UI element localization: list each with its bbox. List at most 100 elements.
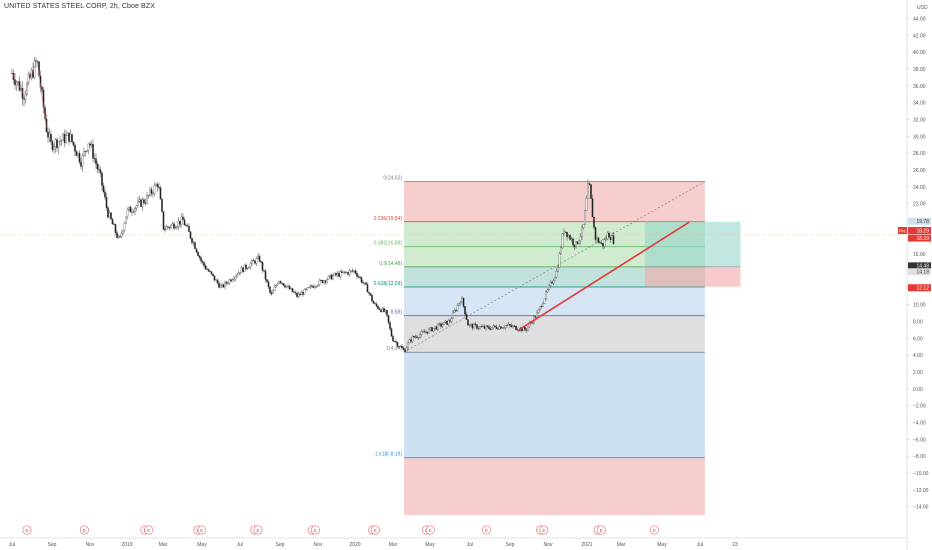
candle-body	[215, 279, 217, 281]
candle-body	[539, 306, 541, 310]
candle-body	[324, 280, 327, 283]
candle-body	[117, 236, 120, 238]
candle-body	[264, 270, 267, 280]
candle-body	[335, 272, 337, 276]
candle-body	[179, 220, 181, 225]
candle-body	[374, 303, 376, 305]
candle-body	[66, 132, 69, 136]
candle-body	[263, 270, 265, 272]
candle-body	[432, 328, 435, 332]
price-label: 14.18	[916, 270, 929, 276]
candle-body	[173, 223, 175, 229]
earnings-marker[interactable]	[22, 525, 32, 535]
candle-body	[146, 195, 148, 204]
candle-body	[261, 262, 264, 271]
candle-body	[351, 270, 354, 272]
candle-body	[567, 235, 570, 238]
position-target-zone[interactable]	[644, 221, 741, 267]
candle-body	[360, 277, 363, 283]
candle-body	[531, 322, 534, 324]
y-tick-label: 2.00	[913, 370, 923, 376]
candle-body	[255, 258, 258, 264]
candle-body	[342, 271, 345, 273]
candle-body	[63, 134, 66, 143]
candle-body	[437, 323, 439, 330]
candle-body	[575, 241, 577, 248]
candle-body	[336, 273, 339, 276]
earnings-marker[interactable]	[310, 525, 320, 535]
candle-body	[144, 202, 147, 204]
candle-body	[197, 251, 199, 257]
candle-body	[240, 267, 243, 274]
earnings-marker[interactable]	[481, 525, 491, 535]
x-tick-label: Sep	[506, 542, 515, 548]
candle-body	[99, 169, 102, 173]
candle-body	[294, 292, 297, 294]
candle-body	[398, 346, 400, 348]
candle-body	[225, 281, 228, 284]
candle-body	[320, 279, 322, 281]
candle-body	[299, 293, 301, 296]
y-tick-label: −12.00	[913, 488, 929, 494]
price-label-bg	[908, 217, 931, 225]
candle-body	[405, 347, 408, 352]
candle-body	[605, 238, 607, 240]
candle-body	[111, 219, 114, 225]
candle-body	[210, 271, 213, 275]
candle-body	[540, 306, 543, 308]
earnings-marker[interactable]	[144, 525, 154, 535]
candle-body	[354, 270, 357, 274]
candle-body	[107, 207, 109, 218]
earnings-marker[interactable]	[197, 525, 207, 535]
candle-body	[408, 339, 411, 344]
fib-level-label: 0.236(19.84)	[374, 216, 403, 222]
candle-body	[474, 323, 477, 325]
candle-body	[209, 271, 211, 273]
y-tick-label: 10.00	[913, 303, 926, 309]
candle-body	[81, 155, 84, 167]
candle-body	[204, 265, 207, 270]
candle-body	[431, 327, 433, 332]
earnings-marker[interactable]	[370, 525, 380, 535]
candle-body	[105, 197, 108, 208]
candle-body	[177, 220, 180, 227]
candle-body	[434, 326, 436, 329]
trendline[interactable]	[518, 221, 690, 331]
candle-body	[171, 223, 174, 226]
earnings-marker[interactable]	[596, 525, 606, 535]
earnings-marker[interactable]	[649, 525, 659, 535]
candle-body	[246, 268, 249, 270]
candle-body	[47, 131, 49, 138]
candle-body	[516, 329, 519, 331]
candle-body	[236, 274, 238, 277]
candle-body	[60, 140, 63, 142]
candle-body	[150, 189, 153, 194]
candle-body	[548, 285, 550, 290]
candle-body	[512, 325, 514, 327]
candle-body	[326, 279, 328, 283]
price-label: 19.78	[916, 219, 929, 225]
earnings-marker[interactable]	[539, 525, 549, 535]
candle-body	[341, 271, 343, 273]
candle-body	[86, 150, 88, 152]
position-stop-zone[interactable]	[644, 266, 741, 287]
candle-body	[555, 271, 558, 278]
earnings-marker[interactable]	[253, 525, 263, 535]
candle-body	[456, 305, 459, 311]
candle-body	[35, 60, 37, 62]
candle-body	[50, 134, 52, 142]
candle-body	[369, 293, 372, 296]
candle-body	[338, 273, 340, 277]
earnings-marker-label: E	[653, 528, 656, 533]
earnings-marker[interactable]	[79, 525, 89, 535]
candle-body	[596, 237, 598, 240]
candle-body	[309, 285, 312, 288]
candle-body	[237, 272, 240, 276]
price-label: 18.29	[916, 236, 929, 242]
candle-body	[180, 216, 183, 225]
candle-body	[281, 282, 283, 284]
fib-band	[404, 266, 705, 287]
earnings-marker[interactable]	[425, 525, 435, 535]
